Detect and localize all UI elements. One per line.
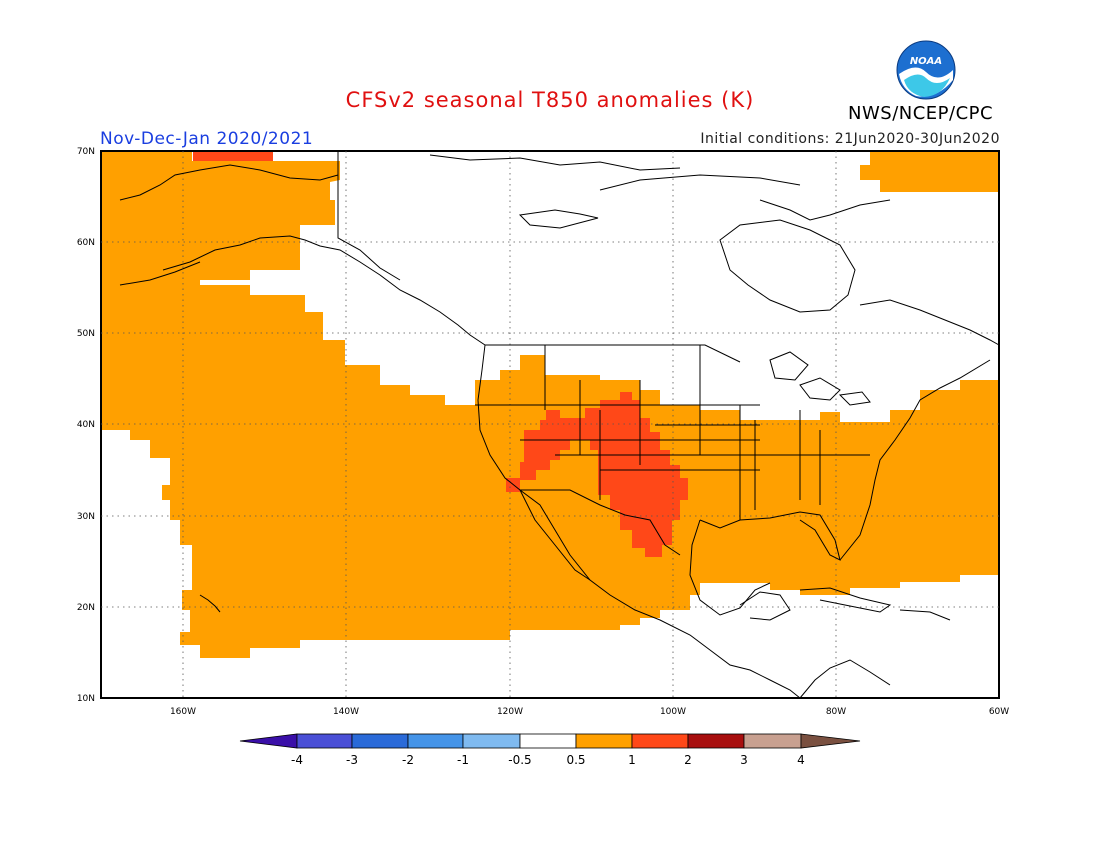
coastlines bbox=[119, 151, 1000, 699]
logo-text: NOAA bbox=[910, 56, 942, 67]
colorbar-swatch bbox=[519, 733, 577, 749]
lon-label: 120W bbox=[497, 707, 523, 717]
colorbar-swatch bbox=[351, 733, 409, 749]
lat-label: 10N bbox=[77, 694, 95, 704]
colorbar-label: -4 bbox=[291, 753, 303, 767]
colorbar-swatch bbox=[239, 733, 298, 749]
chart-title: CFSv2 seasonal T850 anomalies (K) bbox=[345, 88, 755, 112]
colorbar-swatch bbox=[743, 733, 802, 749]
lat-label: 20N bbox=[77, 603, 95, 613]
forecast-period: Nov-Dec-Jan 2020/2021 bbox=[100, 129, 314, 149]
colorbar-swatch bbox=[296, 733, 353, 749]
lat-label: 60N bbox=[77, 238, 95, 248]
colorbar-label: 3 bbox=[740, 753, 748, 767]
colorbar-label: -1 bbox=[457, 753, 469, 767]
noaa-logo: NOAA bbox=[896, 40, 956, 100]
colorbar-label: 2 bbox=[684, 753, 692, 767]
longitude-labels: 160W 140W 120W 100W 80W 60W bbox=[170, 707, 1009, 717]
colorbar-swatch bbox=[462, 733, 521, 749]
initial-conditions: Initial conditions: 21Jun2020-30Jun2020 bbox=[700, 131, 1000, 147]
colorbar-label: -2 bbox=[402, 753, 414, 767]
colorbar-label: 4 bbox=[797, 753, 805, 767]
latitude-labels: 70N 60N 50N 40N 30N 20N 10N bbox=[77, 147, 95, 704]
lon-label: 60W bbox=[989, 707, 1009, 717]
lon-label: 160W bbox=[170, 707, 196, 717]
colorbar-swatch bbox=[575, 733, 633, 749]
colorbar bbox=[239, 733, 861, 749]
map-frame bbox=[100, 150, 1000, 699]
lon-label: 100W bbox=[660, 707, 686, 717]
colorbar-label: -0.5 bbox=[508, 753, 531, 767]
lat-label: 50N bbox=[77, 329, 95, 339]
lat-label: 70N bbox=[77, 147, 95, 157]
colorbar-labels: -4 -3 -2 -1 -0.5 0.5 1 2 3 4 bbox=[291, 753, 805, 767]
colorbar-swatch bbox=[800, 733, 861, 749]
colorbar-swatch bbox=[687, 733, 745, 749]
colorbar-label: 0.5 bbox=[566, 753, 585, 767]
graticule bbox=[101, 151, 999, 698]
lat-label: 40N bbox=[77, 420, 95, 430]
lon-label: 80W bbox=[826, 707, 846, 717]
lon-label: 140W bbox=[333, 707, 359, 717]
colorbar-swatch bbox=[631, 733, 689, 749]
agency-label: NWS/NCEP/CPC bbox=[848, 103, 994, 124]
lat-label: 30N bbox=[77, 512, 95, 522]
colorbar-swatch bbox=[407, 733, 464, 749]
colorbar-label: -3 bbox=[346, 753, 358, 767]
colorbar-label: 1 bbox=[628, 753, 636, 767]
